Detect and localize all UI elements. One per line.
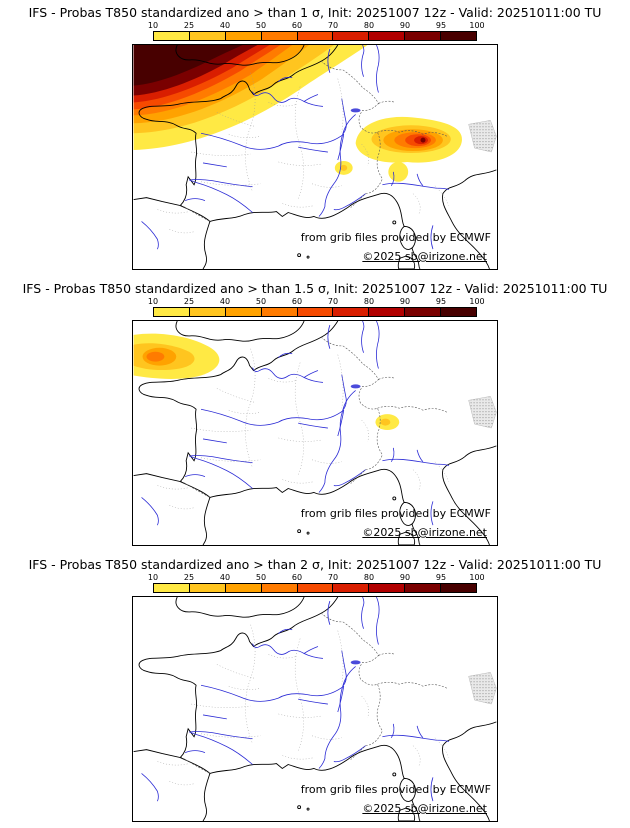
colorbar-tick: 70	[327, 573, 339, 582]
colorbar-segment	[154, 584, 190, 592]
colorbar-segment	[154, 308, 190, 316]
colorbar: 10 25 40 50 60 70 80 90 95 100	[148, 573, 485, 593]
panel-title: IFS - Probas T850 standardized ano > tha…	[22, 281, 608, 296]
colorbar-tick: 90	[399, 297, 411, 306]
colorbar-tick: 25	[183, 21, 195, 30]
colorbar-segment	[261, 32, 298, 40]
colorbar-ticks: 10 25 40 50 60 70 80 90 95 100	[148, 297, 485, 307]
map-svg	[133, 45, 497, 269]
colorbar-tick: 80	[363, 297, 375, 306]
colorbar-tick: 10	[147, 21, 159, 30]
colorbar-segment	[441, 32, 477, 40]
colorbar-ticks: 10 25 40 50 60 70 80 90 95 100	[148, 21, 485, 31]
colorbar-tick: 25	[183, 297, 195, 306]
map-attribution: from grib files provided by ECMWF	[300, 231, 491, 244]
probability-shading	[133, 333, 400, 431]
colorbar-tick: 40	[219, 297, 231, 306]
colorbar-tick: 60	[291, 297, 303, 306]
probability-shading	[133, 45, 462, 182]
colorbar-tick: 95	[435, 297, 447, 306]
colorbar-tick: 100	[469, 21, 485, 30]
panel-sigma-1-5: IFS - Probas T850 standardized ano > tha…	[0, 276, 630, 552]
map-canvas: from grib files provided by ECMWF ©2025 …	[132, 320, 498, 546]
colorbar-segment	[405, 584, 442, 592]
map-canvas: from grib files provided by ECMWF ©2025 …	[132, 44, 498, 270]
colorbar-tick: 70	[327, 21, 339, 30]
colorbar-segment	[261, 308, 298, 316]
colorbar-segment	[189, 308, 226, 316]
colorbar: 10 25 40 50 60 70 80 90 95 100	[148, 21, 485, 41]
colorbar-segment	[369, 308, 406, 316]
colorbar-tick: 40	[219, 21, 231, 30]
copyright-link[interactable]: ©2025 sb@irizone.net	[362, 802, 487, 815]
colorbar-segment	[333, 308, 370, 316]
colorbar-segment	[297, 584, 334, 592]
colorbar-bar	[153, 307, 477, 317]
colorbar-tick: 60	[291, 573, 303, 582]
copyright-link[interactable]: ©2025 sb@irizone.net	[362, 250, 487, 263]
colorbar-tick: 90	[399, 573, 411, 582]
colorbar-tick: 40	[219, 573, 231, 582]
colorbar-segment	[225, 32, 262, 40]
colorbar-tick: 60	[291, 21, 303, 30]
colorbar: 10 25 40 50 60 70 80 90 95 100	[148, 297, 485, 317]
colorbar-segment	[369, 584, 406, 592]
colorbar-segment	[405, 308, 442, 316]
colorbar-segment	[261, 584, 298, 592]
colorbar-segment	[441, 308, 477, 316]
colorbar-ticks: 10 25 40 50 60 70 80 90 95 100	[148, 573, 485, 583]
colorbar-bar	[153, 31, 477, 41]
panel-sigma-2: IFS - Probas T850 standardized ano > tha…	[0, 552, 630, 828]
colorbar-tick: 95	[435, 21, 447, 30]
map-attribution: from grib files provided by ECMWF	[300, 507, 491, 520]
map-canvas: from grib files provided by ECMWF ©2025 …	[132, 596, 498, 822]
colorbar-segment	[297, 32, 334, 40]
colorbar-segment	[225, 308, 262, 316]
colorbar-segment	[154, 32, 190, 40]
colorbar-segment	[189, 32, 226, 40]
colorbar-tick: 10	[147, 573, 159, 582]
colorbar-segment	[225, 584, 262, 592]
colorbar-segment	[441, 584, 477, 592]
colorbar-tick: 50	[255, 573, 267, 582]
colorbar-tick: 25	[183, 573, 195, 582]
colorbar-tick: 80	[363, 573, 375, 582]
copyright-link[interactable]: ©2025 sb@irizone.net	[362, 526, 487, 539]
colorbar-segment	[189, 584, 226, 592]
colorbar-tick: 90	[399, 21, 411, 30]
map-svg	[133, 321, 497, 545]
colorbar-tick: 100	[469, 297, 485, 306]
colorbar-segment	[297, 308, 334, 316]
colorbar-segment	[405, 32, 442, 40]
colorbar-segment	[333, 584, 370, 592]
colorbar-tick: 100	[469, 573, 485, 582]
colorbar-tick: 50	[255, 297, 267, 306]
map-attribution: from grib files provided by ECMWF	[300, 783, 491, 796]
colorbar-segment	[333, 32, 370, 40]
colorbar-bar	[153, 583, 477, 593]
colorbar-tick: 50	[255, 21, 267, 30]
colorbar-tick: 10	[147, 297, 159, 306]
colorbar-tick: 80	[363, 21, 375, 30]
panel-sigma-1: IFS - Probas T850 standardized ano > tha…	[0, 0, 630, 276]
colorbar-tick: 70	[327, 297, 339, 306]
panel-title: IFS - Probas T850 standardized ano > tha…	[28, 557, 602, 572]
colorbar-segment	[369, 32, 406, 40]
panel-title: IFS - Probas T850 standardized ano > tha…	[28, 5, 602, 20]
colorbar-tick: 95	[435, 573, 447, 582]
